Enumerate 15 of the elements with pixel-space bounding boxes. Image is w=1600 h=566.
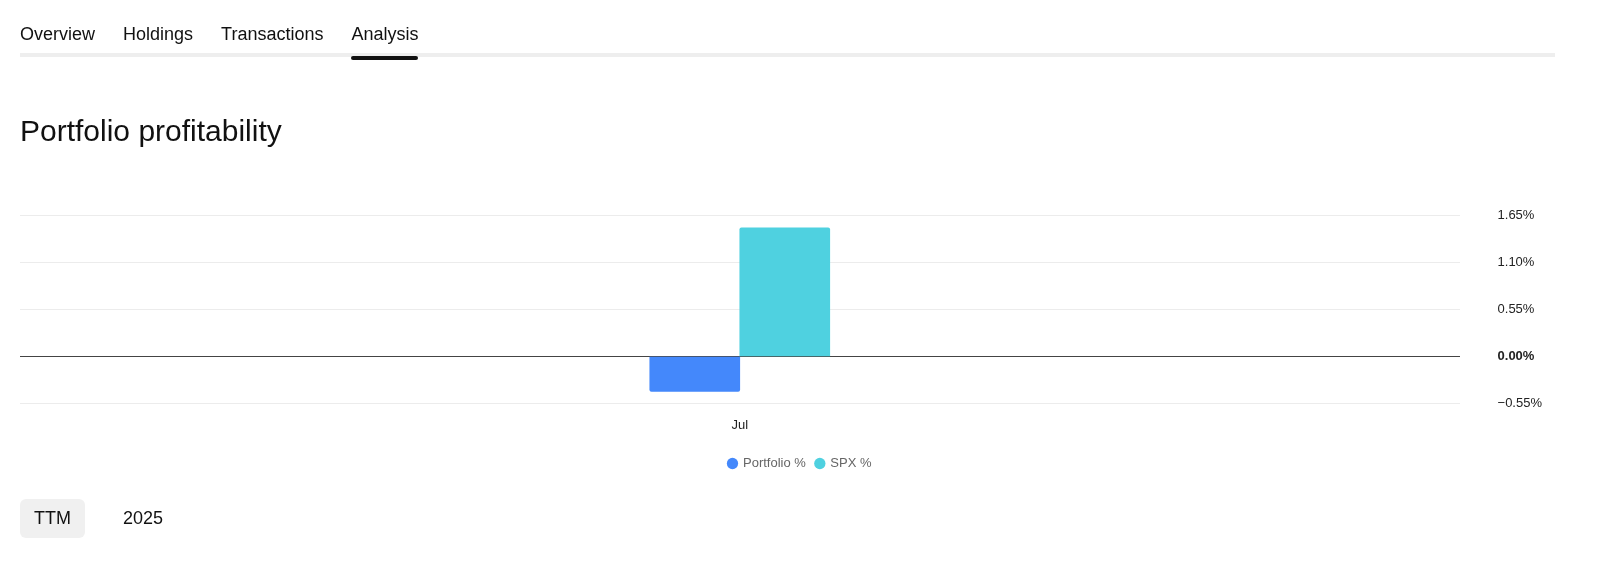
text: Overview xyxy=(20,24,96,46)
chart-title: Portfolio profitability xyxy=(20,114,282,148)
legend-label: SPX % xyxy=(830,455,872,471)
text: Holdings xyxy=(123,24,194,46)
x-tick-label: Jul xyxy=(731,416,749,432)
text: Transactions xyxy=(221,24,324,46)
y-tick-label: 0.00% xyxy=(1497,348,1535,364)
y-tick-label: 1.10% xyxy=(1497,254,1535,270)
text: TTM xyxy=(20,499,85,538)
text: Analysis xyxy=(351,24,419,46)
y-tick-label: −0.55% xyxy=(1497,394,1543,410)
text: 2025 xyxy=(122,507,165,530)
y-tick-label: 0.55% xyxy=(1497,301,1535,317)
legend-label: Portfolio % xyxy=(742,455,807,471)
y-tick-label: 1.65% xyxy=(1497,207,1535,223)
